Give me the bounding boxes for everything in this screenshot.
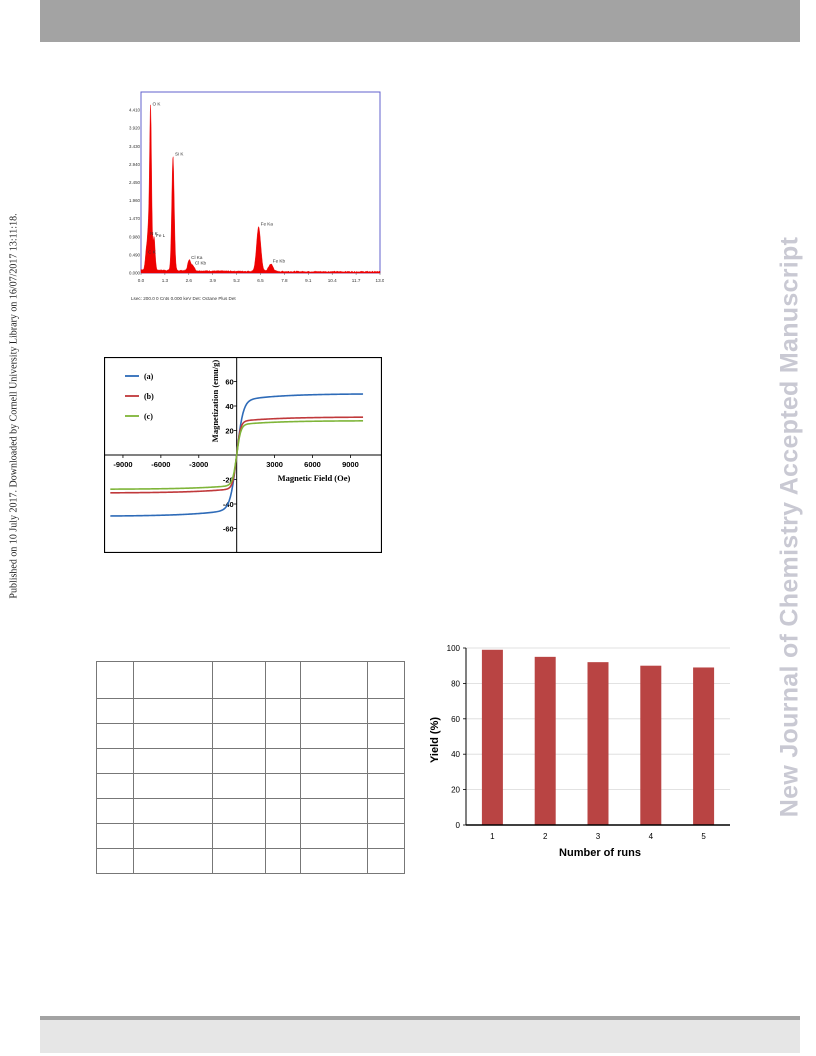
magnetization-chart: -9000 -6000 -3000 3000 6000 9000-60-40-202040…: [104, 357, 382, 553]
edx-y-tick-label: 1.470: [129, 216, 141, 221]
yield-bar: [534, 656, 556, 825]
magnetization-x-tick-label: 9000: [342, 460, 359, 469]
edx-x-tick-label: 13.0: [376, 278, 384, 283]
edx-y-tick-label: 3.430: [129, 144, 141, 149]
yield-y-tick-label: 0: [456, 821, 461, 830]
magnetization-x-tick-label: -3000: [189, 460, 208, 469]
magnetization-y-tick-label: -60: [223, 525, 234, 534]
journal-watermark: New Journal of Chemistry Accepted Manusc…: [775, 236, 804, 818]
yield-x-tick-label: 1: [490, 832, 495, 841]
magnetization-x-tick-label: 3000: [266, 460, 283, 469]
yield-bar: [693, 667, 715, 825]
magnetization-y-label: Magnetization (emu/g): [210, 360, 220, 443]
edx-x-tick-label: 1.3: [162, 278, 169, 283]
edx-x-tick-label: 10.4: [328, 278, 337, 283]
yield-bar: [481, 649, 503, 825]
magnetization-y-tick-label: 60: [225, 378, 233, 387]
edx-peak-label: Fe Kb: [273, 259, 286, 264]
edx-x-tick-label: 5.2: [233, 278, 240, 283]
yield-bar: [640, 665, 662, 825]
page-header-bar: [40, 0, 800, 42]
edx-x-tick-label: 0.0: [138, 278, 145, 283]
yield-bar: [587, 662, 609, 825]
edx-y-tick-label: 0.980: [129, 234, 141, 239]
yield-x-tick-label: 3: [596, 832, 601, 841]
magnetization-y-tick-label: -20: [223, 476, 234, 485]
edx-x-tick-label: 9.1: [305, 278, 312, 283]
yield-x-tick-label: 5: [701, 832, 706, 841]
edx-y-tick-label: 1.960: [129, 198, 141, 203]
edx-peak-label: O K: [153, 102, 162, 107]
edx-x-tick-label: 11.7: [352, 278, 361, 283]
edx-x-tick-label: 7.8: [281, 278, 288, 283]
edx-y-tick-label: 4.410: [129, 108, 141, 113]
yield-x-tick-label: 4: [649, 832, 654, 841]
edx-peak-label: Fe Ka: [261, 222, 274, 227]
legend-label: (b): [144, 392, 154, 401]
yield-y-tick-label: 20: [451, 786, 460, 795]
edx-y-tick-label: 2.940: [129, 162, 141, 167]
magnetization-x-label: Magnetic Field (Oe): [278, 473, 351, 483]
yield-bar-chart: 0 20 40 60 80 100 1 2 3 4 5 Number of runs Yield …: [429, 644, 730, 859]
magnetization-y-tick-label: 40: [225, 402, 233, 411]
edx-peak-label: Fe L: [156, 233, 166, 238]
yield-y-tick-label: 60: [451, 715, 460, 724]
edx-peak-label: Cl Ka: [191, 255, 203, 260]
page-footer-bar: [40, 1016, 800, 1053]
legend-label: (a): [144, 372, 154, 381]
edx-spectrum-chart: 0.000 0.490 0.980 1.470 1.960 2.450 2.940 3.430…: [128, 88, 384, 316]
legend-label: (c): [144, 412, 153, 421]
edx-peak-label: Cl Kb: [195, 260, 207, 265]
edx-y-tick-label: 0.000: [129, 271, 141, 276]
edx-y-tick-label: 0.490: [129, 252, 141, 257]
yield-y-tick-label: 40: [451, 750, 460, 759]
published-notice: Published on 10 July 2017. Downloaded by…: [8, 213, 20, 599]
yield-y-label: Yield (%): [429, 717, 441, 763]
yield-y-tick-label: 80: [451, 679, 460, 688]
magnetization-x-tick-label: -6000: [151, 460, 170, 469]
magnetization-x-tick-label: 6000: [304, 460, 321, 469]
edx-x-tick-label: 6.5: [257, 278, 264, 283]
edx-peak-label: N K: [150, 231, 159, 236]
edx-footer: Lsec: 200.0 0 Cnts 0.000 keV Det: Octane…: [131, 296, 236, 301]
data-table: [96, 661, 405, 874]
edx-peak-label: Si K: [175, 151, 184, 156]
edx-y-tick-label: 2.450: [129, 180, 141, 185]
yield-x-tick-label: 2: [543, 832, 548, 841]
magnetization-series-2: [110, 420, 364, 490]
yield-y-tick-label: 100: [447, 644, 461, 653]
edx-x-tick-label: 3.9: [210, 278, 217, 283]
yield-x-label: Number of runs: [559, 847, 641, 859]
edx-peak-label: C K: [148, 249, 157, 254]
edx-y-tick-label: 3.920: [129, 126, 141, 131]
edx-x-tick-label: 2.6: [186, 278, 193, 283]
magnetization-y-tick-label: 20: [225, 427, 233, 436]
magnetization-x-tick-label: -9000: [113, 460, 132, 469]
edx-spectrum-trace: [140, 104, 381, 274]
